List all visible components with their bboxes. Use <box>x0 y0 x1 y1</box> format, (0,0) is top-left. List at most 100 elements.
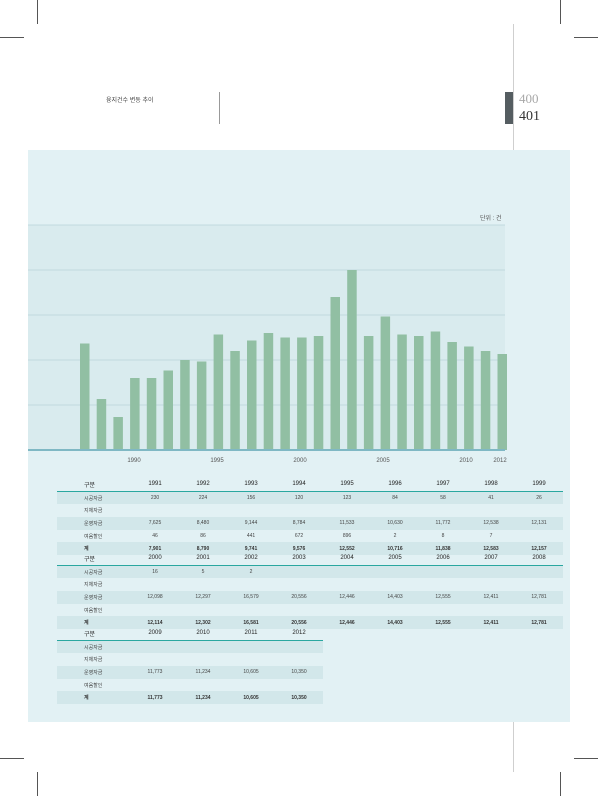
table-cell <box>419 504 467 517</box>
table-row: 운영자금 11,773 11,234 10,605 10,350 <box>57 666 323 679</box>
table-cell: 224 <box>179 491 227 505</box>
bar <box>196 361 207 450</box>
bar <box>96 399 107 450</box>
row-label: 지체자금 <box>84 657 103 664</box>
crop-mark <box>560 772 561 796</box>
table-cell: 10,350 <box>275 691 323 705</box>
table-cell <box>275 578 323 591</box>
header-year: 2007 <box>467 552 515 566</box>
bar <box>313 336 324 450</box>
table-cell <box>179 679 227 692</box>
x-tick-label: 2010 <box>459 458 473 464</box>
table-cell: 9,576 <box>275 542 323 556</box>
table-cell: 2 <box>393 533 397 540</box>
header-year: 2009 <box>131 627 179 641</box>
table-cell: 11,234 <box>179 666 227 679</box>
row-label: 지체자금 <box>84 508 103 515</box>
table-cell: 12,131 <box>515 517 563 530</box>
header-label: 구분 <box>57 552 131 566</box>
table-cell: 86 <box>200 533 206 540</box>
table-cell: 896 <box>342 533 352 540</box>
row-label: 운영자금 <box>57 517 131 530</box>
table-cell: 9,144 <box>227 517 275 530</box>
crop-mark <box>0 37 24 38</box>
table-cell <box>515 604 563 617</box>
header-year: 2001 <box>179 552 227 566</box>
table-cell: 120 <box>275 491 323 505</box>
table-cell <box>515 530 563 543</box>
bar <box>380 316 391 450</box>
page-number-right: 401 <box>519 109 540 124</box>
table-cell: 10,716 <box>371 542 419 556</box>
row-label: 시공자금 <box>57 640 131 654</box>
table-header-row: 구분 2009 2010 2011 2012 <box>57 627 323 641</box>
table-row: 지체자금 <box>57 653 323 666</box>
table-row: 여음할인 <box>57 679 323 692</box>
table-total-row: 계 7,901 8,790 9,741 9,576 12,552 10,716 11,838 1… <box>57 542 563 556</box>
bar <box>146 378 157 450</box>
caption-divider <box>219 92 220 124</box>
bar <box>247 340 257 450</box>
table-cell: 11,234 <box>179 691 227 705</box>
header-year: 2003 <box>275 552 323 566</box>
x-tick-label: 1995 <box>210 458 224 464</box>
table-cell: 12,446 <box>323 616 371 630</box>
table-cell: 7,901 <box>131 542 179 556</box>
table-cell: 11,533 <box>323 517 371 530</box>
table-cell <box>227 604 275 617</box>
header-year: 1998 <box>467 478 515 492</box>
header-year: 1995 <box>323 478 371 492</box>
table-row: 시공자금 16 5 2 <box>57 565 563 579</box>
header-year: 1996 <box>371 478 419 492</box>
crop-mark <box>574 758 598 759</box>
header-year: 2006 <box>419 552 467 566</box>
bar <box>180 360 190 450</box>
table-row: 운영자금 12,098 12,297 16,579 20,556 12,446 14,403… <box>57 591 563 604</box>
bar <box>280 337 290 450</box>
table-cell: 10,350 <box>275 666 323 679</box>
table-row: 지체자금 <box>57 504 563 517</box>
table-cell: 11,773 <box>131 666 179 679</box>
table-cell: 12,157 <box>515 542 563 556</box>
data-table-1991-1999: 구분 1991 1992 1993 1994 1995 1996 1997 1998 1999 시공… <box>57 478 563 556</box>
table-cell: 10,630 <box>371 517 419 530</box>
row-label: 여음할인 <box>84 607 103 614</box>
x-tick-label: 2012 <box>493 458 507 464</box>
row-label: 시공자금 <box>57 565 131 579</box>
header-year: 2002 <box>227 552 275 566</box>
crop-mark <box>37 0 38 24</box>
table-cell: 123 <box>323 491 371 505</box>
table-cell: 441 <box>246 533 256 540</box>
table-cell <box>227 640 275 654</box>
table-cell: 12,297 <box>179 591 227 604</box>
table-cell <box>419 604 467 617</box>
table-cell: 12,411 <box>467 616 515 630</box>
table-cell: 10,605 <box>227 666 275 679</box>
table-cell: 230 <box>131 491 179 505</box>
bar <box>213 334 224 450</box>
bar <box>263 333 274 450</box>
table-cell: 14,403 <box>371 591 419 604</box>
table-row: 지체자금 <box>57 578 563 591</box>
bar <box>80 343 90 450</box>
header-year: 1994 <box>275 478 323 492</box>
bar <box>363 336 374 450</box>
bar <box>430 331 441 450</box>
table-cell <box>275 653 323 666</box>
bar <box>397 334 407 450</box>
table-row: 여음할인 <box>57 604 563 617</box>
table-cell: 5 <box>179 565 227 579</box>
x-tick-label: 2000 <box>293 458 307 464</box>
table-cell: 58 <box>419 491 467 505</box>
table-cell <box>131 640 179 654</box>
table-cell: 156 <box>227 491 275 505</box>
row-label: 지체자금 <box>84 582 103 589</box>
bar <box>480 351 491 450</box>
header-year: 2004 <box>323 552 371 566</box>
table-cell <box>179 504 227 517</box>
bar <box>130 378 140 450</box>
table-cell: 10,605 <box>227 691 275 705</box>
bar <box>347 270 357 450</box>
header-year: 2011 <box>227 627 275 641</box>
